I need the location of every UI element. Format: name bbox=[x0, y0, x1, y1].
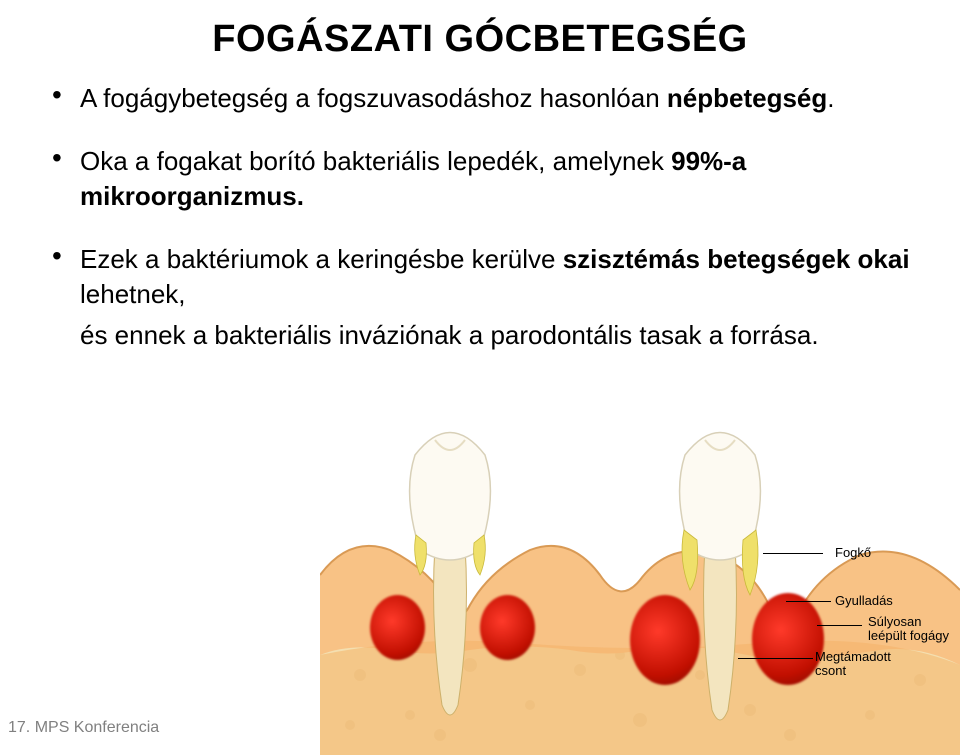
tooth-left bbox=[380, 425, 520, 725]
label-csont: Megtámadott csont bbox=[815, 650, 905, 679]
bullet-bold: népbetegség bbox=[667, 83, 827, 113]
bullet-text: lehetnek, bbox=[80, 279, 186, 309]
label-text: Fogkő bbox=[835, 545, 871, 560]
label-text: Súlyosan leépült fogágy bbox=[868, 615, 960, 644]
bullet-item: Oka a fogakat borító bakteriális lepedék… bbox=[52, 144, 920, 214]
footer-text: 17. MPS Konferencia bbox=[8, 719, 159, 737]
sub-line: és ennek a bakteriális inváziónak a paro… bbox=[52, 318, 920, 353]
bullet-text: Ezek a baktériumok a keringésbe kerülve bbox=[80, 244, 563, 274]
bullet-text: Oka a fogakat borító bakteriális lepedék… bbox=[80, 146, 671, 176]
content-area: A fogágybetegség a fogszuvasodáshoz haso… bbox=[0, 81, 960, 354]
tooth-diagram: Fogkő Gyulladás Megtámadott csont Súlyos… bbox=[320, 425, 960, 755]
label-text: Megtámadott csont bbox=[815, 650, 905, 679]
inflammation bbox=[752, 593, 824, 685]
bullet-text: A fogágybetegség a fogszuvasodáshoz haso… bbox=[80, 83, 667, 113]
bullet-text: . bbox=[827, 83, 834, 113]
bullet-list: A fogágybetegség a fogszuvasodáshoz haso… bbox=[52, 81, 920, 312]
inflammation bbox=[630, 595, 700, 685]
inflammation bbox=[480, 595, 535, 660]
bullet-bold: szisztémás betegségek okai bbox=[563, 244, 910, 274]
label-fogko: Fogkő bbox=[835, 545, 871, 560]
inflammation bbox=[370, 595, 425, 660]
label-fogagy: Súlyosan leépült fogágy bbox=[868, 615, 960, 644]
label-gyulladas: Gyulladás bbox=[835, 593, 893, 608]
page-title: FOGÁSZATI GÓCBETEGSÉG bbox=[0, 0, 960, 81]
bullet-item: Ezek a baktériumok a keringésbe kerülve … bbox=[52, 242, 920, 312]
label-text: Gyulladás bbox=[835, 593, 893, 608]
bullet-item: A fogágybetegség a fogszuvasodáshoz haso… bbox=[52, 81, 920, 116]
